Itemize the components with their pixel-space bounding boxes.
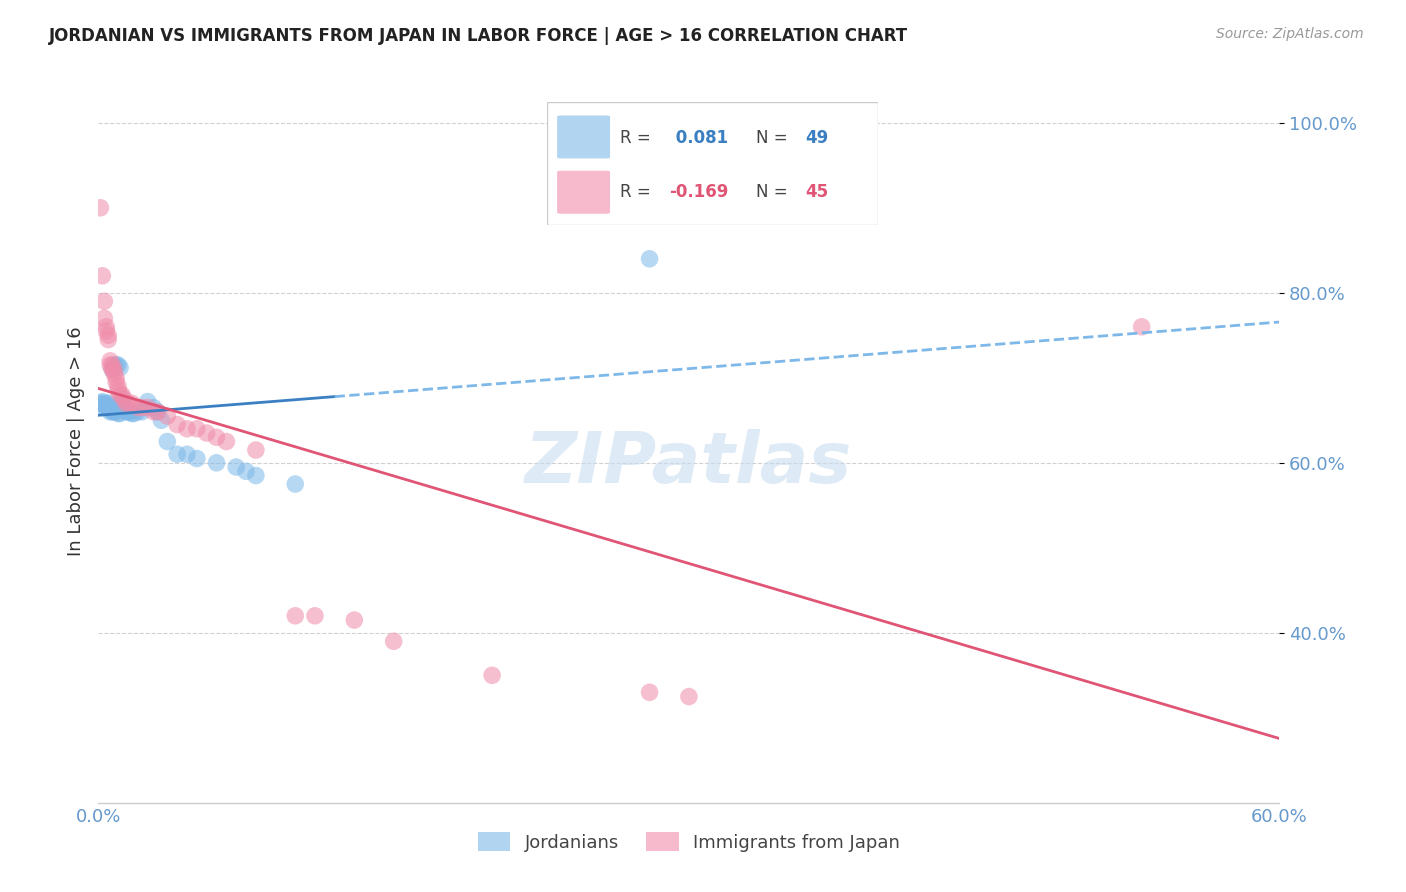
Point [146,405,169,419]
Point [127,401,149,415]
Text: ZIPatlas: ZIPatlas [526,429,852,498]
Point [131,401,153,415]
Point [91,394,114,409]
Point [136,401,159,415]
Point [136,394,159,409]
Point [117,396,139,410]
Point [89,396,111,410]
Point [97,401,120,415]
Point [89,201,111,215]
Point [97,399,120,413]
Point [97,333,120,347]
Point [118,405,141,419]
Point [101,403,124,417]
Point [96,319,118,334]
Point [97,396,120,410]
Point [97,328,120,343]
Point [122,407,145,421]
Point [103,367,125,381]
Point [93,401,115,415]
Point [156,409,179,423]
Point [117,405,139,419]
Point [112,401,135,415]
Point [112,392,135,406]
Point [108,407,131,421]
Point [111,396,134,410]
Point [101,362,124,376]
Point [166,417,188,432]
Point [103,362,125,376]
Point [481,668,503,682]
Point [638,252,661,266]
Point [121,407,143,421]
Point [127,405,149,419]
Point [382,634,405,648]
Point [98,402,121,417]
Point [96,324,118,338]
Point [105,405,128,419]
Point [91,396,114,410]
Point [93,311,115,326]
Point [101,358,124,372]
Point [225,460,247,475]
Point [111,392,134,406]
Point [108,360,131,375]
Point [186,422,208,436]
Point [103,405,125,419]
Point [107,384,129,398]
Point [176,422,198,436]
Point [111,388,134,402]
Point [115,405,138,419]
Text: Source: ZipAtlas.com: Source: ZipAtlas.com [1216,27,1364,41]
Point [284,608,307,623]
Point [108,388,131,402]
Text: JORDANIAN VS IMMIGRANTS FROM JAPAN IN LABOR FORCE | AGE > 16 CORRELATION CHART: JORDANIAN VS IMMIGRANTS FROM JAPAN IN LA… [49,27,908,45]
Point [245,468,267,483]
Point [284,477,307,491]
Point [96,396,118,410]
Point [343,613,366,627]
Point [146,405,169,419]
Point [142,405,165,419]
Y-axis label: In Labor Force | Age > 16: In Labor Force | Age > 16 [66,326,84,557]
Point [98,358,121,372]
Point [121,396,143,410]
Legend: Jordanians, Immigrants from Japan: Jordanians, Immigrants from Japan [471,825,907,859]
Point [156,434,179,449]
Point [131,405,153,419]
Point [245,443,267,458]
Point [98,353,121,368]
Point [186,451,208,466]
Point [638,685,661,699]
Point [304,608,326,623]
Point [96,401,118,415]
Point [96,398,118,412]
Point [215,434,238,449]
Point [166,447,188,461]
Point [142,401,165,415]
Point [98,405,121,419]
Point [91,268,114,283]
Point [195,425,218,440]
Point [107,379,129,393]
Point [103,358,125,372]
Point [115,396,138,410]
Point [93,398,115,412]
Point [176,447,198,461]
Point [678,690,700,704]
Point [107,358,129,372]
Point [93,294,115,309]
Point [101,362,124,376]
Point [205,456,228,470]
Point [107,407,129,421]
Point [101,405,124,419]
Point [205,430,228,444]
Point [1130,319,1153,334]
Point [105,375,128,389]
Point [105,358,128,372]
Point [150,413,173,427]
Point [105,371,128,385]
Point [98,401,121,415]
Point [235,464,257,478]
